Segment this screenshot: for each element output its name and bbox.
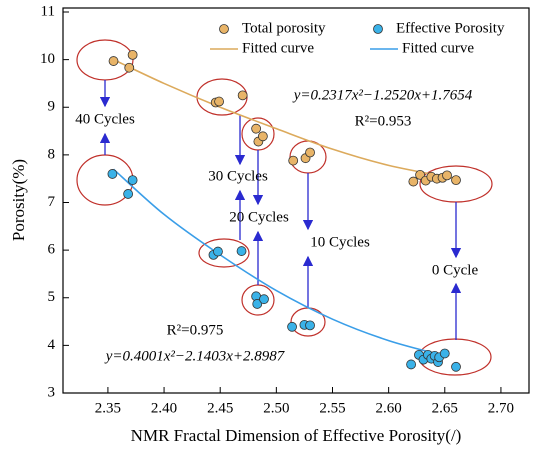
point	[213, 246, 223, 257]
point	[305, 147, 315, 158]
legend-marker	[373, 24, 383, 34]
x-tick-label: 2.60	[376, 400, 402, 416]
legend-label: Fitted curve	[402, 40, 474, 56]
point	[127, 175, 138, 186]
point	[451, 361, 461, 372]
point	[108, 56, 119, 66]
point	[252, 299, 263, 309]
point	[259, 294, 269, 305]
x-tick-label: 2.35	[95, 400, 121, 416]
point	[408, 176, 419, 187]
plot-frame	[62, 7, 530, 394]
y-tick-label: 10	[40, 51, 55, 67]
point	[439, 348, 450, 359]
fitted-curve	[113, 58, 457, 180]
point	[287, 321, 297, 332]
point	[305, 320, 315, 331]
y-tick-label: 11	[41, 3, 55, 19]
x-tick-label: 2.65	[432, 400, 458, 416]
y-tick-label: 8	[48, 146, 56, 162]
y-tick-label: 3	[48, 384, 56, 400]
y-tick-label: 5	[48, 289, 56, 305]
y-axis-label: Porosity(%)	[9, 159, 28, 241]
r-squared: R²=0.975	[167, 322, 224, 338]
point	[107, 169, 118, 179]
annotation: 20 Cycles	[229, 209, 289, 225]
annotation: 30 Cycles	[208, 168, 268, 184]
y-tick-label: 6	[48, 242, 56, 258]
legend-label: Total porosity	[242, 20, 326, 36]
annotation: 0 Cycle	[432, 262, 479, 278]
point	[123, 189, 134, 199]
fitted-curve	[112, 168, 445, 357]
x-tick-label: 2.50	[263, 400, 289, 416]
point	[451, 175, 461, 186]
x-tick-label: 2.45	[207, 400, 233, 416]
equation: y=0.4001x²−2.1403x+2.8987	[104, 348, 286, 364]
legend-label: Fitted curve	[242, 40, 314, 56]
point	[251, 123, 262, 134]
point	[288, 155, 299, 166]
point	[257, 131, 268, 142]
point	[124, 62, 135, 73]
x-tick-label: 2.40	[151, 400, 177, 416]
equation: y=0.2317x²−1.2520x+1.7654	[292, 87, 473, 103]
x-tick-label: 2.55	[319, 400, 345, 416]
legend-label: Effective Porosity	[396, 20, 505, 36]
arrows	[99, 80, 462, 340]
y-tick-label: 4	[48, 337, 56, 353]
x-tick-label: 2.70	[488, 400, 514, 416]
x-axis-label: NMR Fractal Dimension of Effective Poros…	[131, 426, 462, 445]
r-squared: R²=0.953	[355, 113, 412, 129]
point	[127, 49, 138, 60]
legend-marker	[219, 24, 229, 34]
y-tick-label: 9	[48, 99, 56, 115]
point	[237, 90, 248, 101]
annotation: 40 Cycles	[75, 111, 135, 127]
y-tick-label: 7	[48, 194, 56, 210]
point	[406, 359, 416, 370]
point	[214, 96, 224, 107]
point	[442, 170, 452, 181]
annotation: 10 Cycles	[310, 234, 370, 250]
point	[236, 246, 247, 256]
